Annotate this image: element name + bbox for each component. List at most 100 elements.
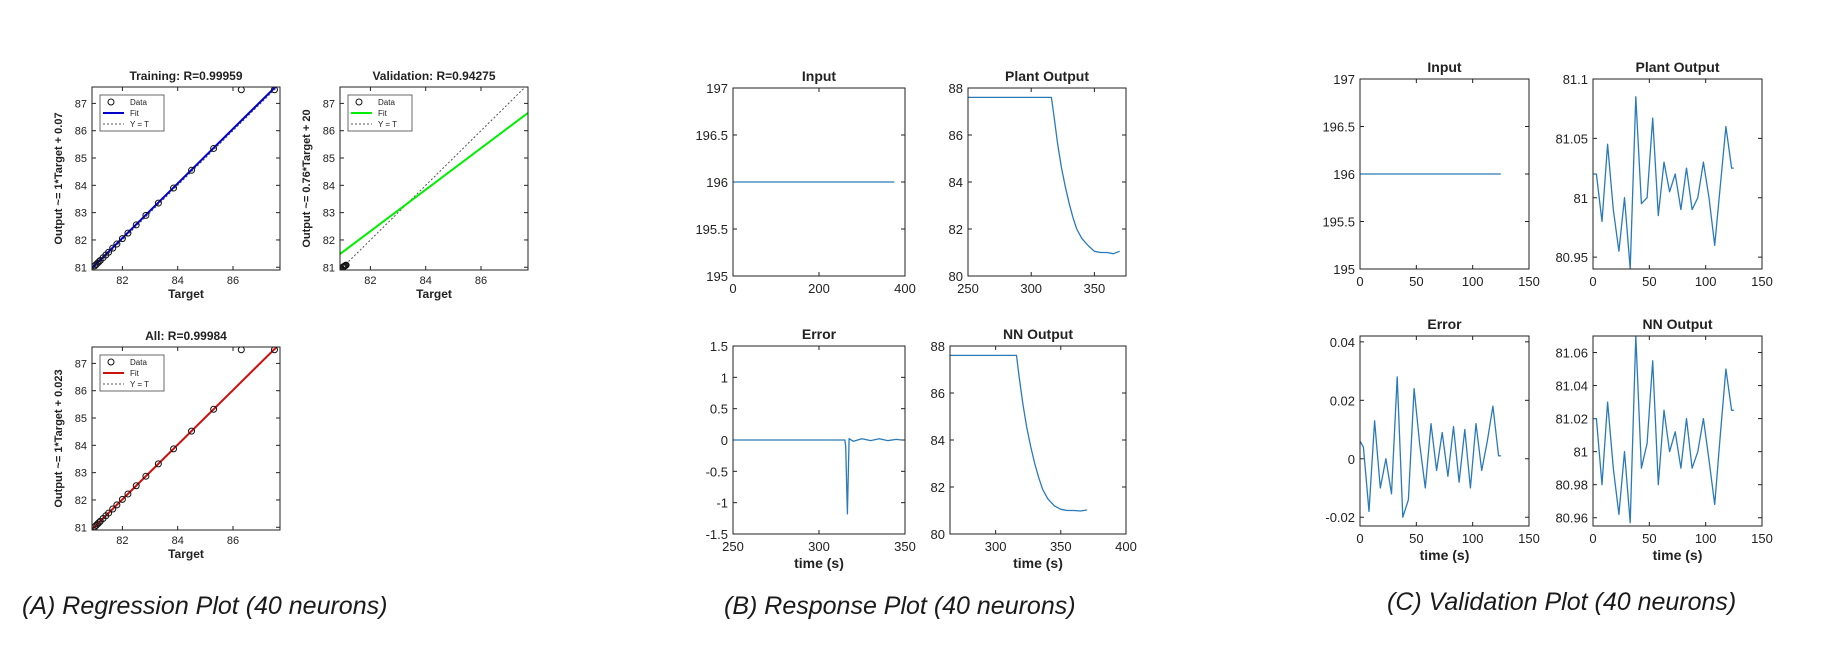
x-tick-label: 100	[1695, 274, 1717, 289]
data-point	[109, 505, 117, 513]
y-tick-label: 81	[1574, 191, 1588, 206]
x-tick-label: 350	[894, 539, 916, 554]
fit-line	[92, 87, 277, 269]
identity-line	[92, 87, 278, 270]
chart-all: All: R=0.99984 82 84 86 81 82 83 84 85 86 87 Target…	[53, 329, 281, 561]
series-line	[1593, 336, 1734, 524]
caption-validation: (C) Validation Plot (40 neurons)	[1387, 588, 1737, 616]
y-tick-label: 85	[323, 153, 335, 165]
series-line	[1593, 96, 1734, 269]
y-tick-label: 83	[323, 208, 335, 220]
y-tick-label: 1.5	[710, 339, 728, 354]
y-tick-label: -1	[716, 496, 728, 511]
y-tick-label: 195	[1333, 262, 1355, 277]
y-tick-label: 82	[323, 235, 335, 247]
data-point	[342, 261, 350, 269]
y-tick-label: 196.5	[1322, 120, 1355, 135]
y-tick-label: 80	[931, 527, 945, 542]
data-point	[237, 87, 245, 94]
legend-label-fit: Fit	[130, 369, 140, 378]
y-axis-label: Output ~= 1*Target + 0.07	[53, 112, 65, 244]
data-point	[210, 405, 218, 413]
identity-line	[340, 87, 526, 270]
data-point	[113, 240, 121, 248]
data-point	[109, 244, 117, 252]
series-line	[968, 96, 1120, 255]
x-tick-label: 150	[1518, 274, 1540, 289]
y-tick-label: 84	[323, 180, 335, 192]
y-tick-label: 80.95	[1555, 250, 1588, 265]
chart-resp-input: Input 0 200 400 195 195.5 196 196.5 197	[695, 68, 915, 296]
y-tick-label: 84	[75, 180, 87, 192]
data-point	[170, 184, 178, 192]
x-axis-label: Target	[168, 547, 204, 561]
y-tick-label: -1.5	[706, 527, 728, 542]
x-axis-label: time (s)	[1420, 547, 1470, 563]
x-tick-label: 100	[1462, 531, 1484, 546]
caption-regression: (A) Regression Plot (40 neurons)	[22, 592, 388, 620]
y-tick-label: 0	[1348, 452, 1355, 467]
x-tick-label: 82	[116, 275, 128, 287]
legend-data-marker	[355, 98, 363, 106]
data-point	[105, 248, 113, 256]
plot-area	[1593, 96, 1734, 269]
x-tick-label: 250	[722, 539, 744, 554]
legend-label-identity: Y = T	[378, 120, 397, 129]
chart-title: Error	[802, 326, 837, 342]
x-tick-label: 86	[227, 535, 239, 547]
x-tick-label: 250	[957, 281, 979, 296]
data-point	[124, 490, 132, 498]
chart-validation: Validation: R=0.94275 82 84 86 81 82 83 84 85 86 8…	[301, 69, 529, 301]
y-tick-label: 84	[75, 440, 87, 452]
x-axis-label: Target	[416, 287, 452, 301]
y-tick-label: 81	[75, 522, 87, 534]
y-tick-label: 196	[1333, 167, 1355, 182]
plot-area	[340, 87, 528, 270]
legend-label-fit: Fit	[130, 109, 140, 118]
chart-val-plant: Plant Output 0 50 100 150 80.95 81 81.05 81.1	[1555, 59, 1772, 289]
y-tick-label: 86	[75, 386, 87, 398]
chart-title: Validation: R=0.94275	[372, 69, 495, 83]
chart-val-nn: NN Output 0 50 100 150 80.96 80.98 81 81.02 81.04…	[1555, 316, 1772, 563]
y-tick-label: 82	[931, 480, 945, 495]
x-tick-label: 100	[1695, 531, 1717, 546]
x-tick-label: 84	[420, 275, 432, 287]
data-point	[132, 482, 140, 490]
y-tick-label: 0.02	[1330, 393, 1355, 408]
x-tick-label: 150	[1751, 531, 1773, 546]
data-point	[188, 427, 196, 435]
x-tick-label: 82	[364, 275, 376, 287]
y-tick-label: 86	[949, 128, 963, 143]
y-tick-label: 86	[931, 386, 945, 401]
data-point	[118, 495, 126, 503]
chart-val-input: Input 0 50 100 150 195 195.5 196 196.5 197	[1322, 59, 1539, 289]
y-tick-label: 80.96	[1555, 511, 1588, 526]
chart-title: Plant Output	[1636, 59, 1720, 75]
x-axis-label: Target	[168, 287, 204, 301]
y-tick-label: 86	[323, 126, 335, 138]
x-tick-label: 0	[1589, 531, 1596, 546]
x-tick-label: 0	[1356, 531, 1363, 546]
plot-frame	[1359, 78, 1530, 270]
y-tick-label: 88	[949, 81, 963, 96]
x-tick-label: 100	[1462, 274, 1484, 289]
x-tick-label: 82	[116, 535, 128, 547]
x-tick-label: 0	[1589, 274, 1596, 289]
fit-line	[340, 112, 528, 255]
y-tick-label: 0.5	[710, 402, 728, 417]
x-tick-label: 400	[1115, 539, 1137, 554]
y-tick-label: 80	[949, 269, 963, 284]
x-tick-label: 150	[1751, 274, 1773, 289]
y-tick-label: 84	[949, 175, 963, 190]
x-tick-label: 350	[1084, 281, 1106, 296]
data-point	[270, 87, 278, 94]
chart-training: Training: R=0.99959 82 84 86 81 82 83 84 85 86 87 T…	[53, 69, 281, 301]
plot-frame	[732, 345, 906, 535]
x-tick-label: 50	[1642, 274, 1656, 289]
y-tick-label: 195.5	[1322, 215, 1355, 230]
legend-label-data: Data	[378, 98, 395, 107]
y-tick-label: 81	[1574, 445, 1588, 460]
data-point	[142, 211, 150, 219]
data-point	[210, 144, 218, 152]
plot-area	[968, 96, 1120, 255]
